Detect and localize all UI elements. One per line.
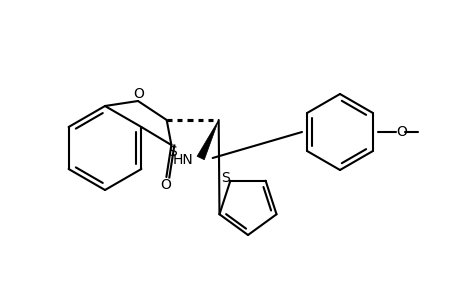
Text: O: O — [133, 87, 144, 101]
Text: S: S — [168, 145, 176, 159]
Text: HN: HN — [172, 153, 193, 167]
Text: O: O — [396, 125, 407, 139]
Polygon shape — [196, 120, 218, 160]
Text: S: S — [220, 171, 229, 185]
Text: O: O — [160, 178, 170, 192]
